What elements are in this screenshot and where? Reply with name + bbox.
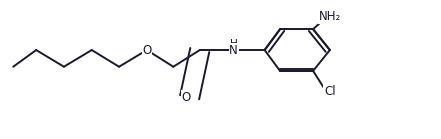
Text: O: O (182, 91, 191, 104)
Text: N: N (229, 44, 238, 57)
Text: H: H (230, 39, 238, 49)
Text: NH₂: NH₂ (319, 10, 341, 23)
Text: Cl: Cl (324, 85, 336, 98)
Text: O: O (142, 44, 151, 57)
